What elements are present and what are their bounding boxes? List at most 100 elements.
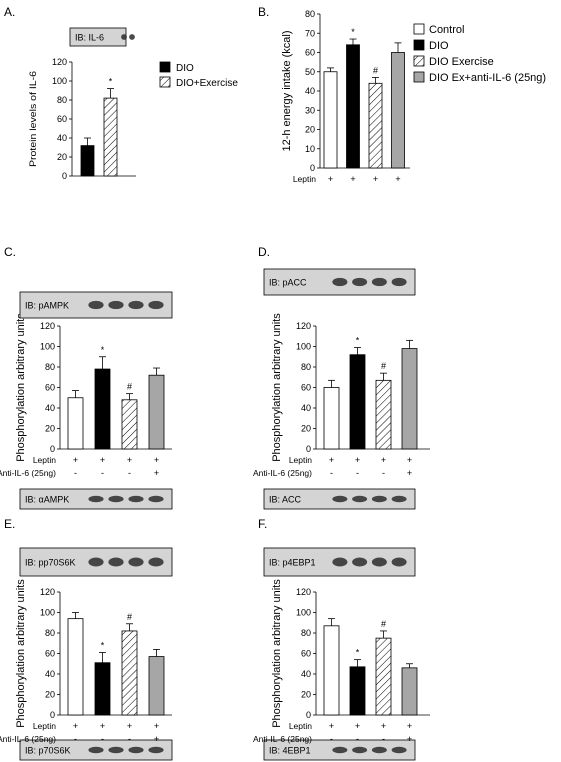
treatment-mark: - [128,468,131,478]
y-tick-label: 60 [45,383,55,393]
y-axis-label: Phosphorylation arbitrary units [15,579,27,728]
y-tick-label: 120 [40,587,55,597]
bar [121,630,138,716]
y-tick-label: 0 [306,710,311,720]
y-axis-label: 12-h energy intake (kcal) [281,30,293,151]
significance-mark: # [381,361,386,371]
bar [94,368,111,450]
panel-d: D. 0 20 40 60 80 100 120 Phosphorylation arbitra… [253,245,430,510]
y-tick-label: 20 [45,690,55,700]
y-tick-label: 30 [305,105,315,115]
bar [346,44,360,169]
bar [121,399,138,450]
y-axis-label: Phosphorylation arbitrary units [15,313,27,462]
y-tick-label: 120 [52,57,67,67]
significance-mark: * [109,77,113,87]
significance-mark: * [101,640,105,650]
bar [148,656,165,716]
treatment-mark: + [328,174,333,184]
legend-swatch [413,23,425,35]
blot-bottom-band [371,495,387,503]
y-tick-label: 50 [305,67,315,77]
treatment-mark: - [74,734,77,744]
blot-bottom-band [391,746,407,754]
treatment-mark: + [100,455,105,465]
panel-label: A. [4,5,15,19]
panel-e: E. 0 20 40 60 80 100 120 Phosphorylation arbitra… [0,517,173,761]
blot-bottom-band [352,495,368,503]
y-tick-label: 60 [57,114,67,124]
bar [148,374,165,450]
y-axis-label: Phosphorylation arbitrary units [271,579,283,728]
blot-top-label: IB: pAMPK [25,301,69,311]
blot-bottom-band [128,495,144,503]
blot-bottom-band [148,746,164,754]
blot-bottom-band [391,495,407,503]
treatment-label: Anti-IL-6 (25ng) [253,734,312,744]
blot-top-band [332,277,348,287]
blot-bottom-band [88,746,104,754]
treatment-mark: + [154,721,159,731]
legend-swatch [159,61,171,73]
blot-top-band [148,300,164,310]
blot-top-band [128,557,144,567]
blot-top-band [371,557,387,567]
y-tick-label: 0 [310,163,315,173]
treatment-label: Anti-IL-6 (25ng) [0,468,56,478]
treatment-mark: - [382,734,385,744]
significance-mark: * [356,648,360,658]
y-axis-label-group: 12-h energy intake (kcal) [281,30,293,151]
treatment-mark: + [373,174,378,184]
treatment-label: Leptin [33,455,56,465]
y-tick-label: 80 [57,95,67,105]
treatment-mark: + [407,455,412,465]
blot-top-band [148,557,164,567]
treatment-mark: + [154,455,159,465]
treatment-mark: + [127,721,132,731]
y-tick-label: 0 [50,444,55,454]
treatment-mark: - [356,468,359,478]
bar [94,662,111,716]
y-tick-label: 40 [301,669,311,679]
blot-top-band [88,557,104,567]
bar [67,397,84,450]
blot-bottom-band [332,746,348,754]
panel-f: F. 0 20 40 60 80 100 120 Phosphorylation arbitra… [253,517,430,761]
y-tick-label: 20 [305,125,315,135]
y-axis-label: Protein levels of IL-6 [28,71,38,167]
blot-top-label: IB: pp70S6K [25,558,76,568]
y-axis-label: Phosphorylation arbitrary units [271,313,283,462]
y-tick-label: 0 [306,444,311,454]
bar [391,52,405,169]
blot-top-band [108,300,124,310]
treatment-mark: - [101,468,104,478]
blot-top-band [332,557,348,567]
significance-mark: # [127,612,132,622]
legend-label: DIO [429,40,449,52]
significance-mark: * [356,336,360,346]
bar [368,82,383,169]
y-tick-label: 40 [57,133,67,143]
y-tick-label: 20 [57,152,67,162]
blot-bottom-band [108,495,124,503]
bar [401,348,418,450]
bar [349,666,366,716]
treatment-mark: + [355,455,360,465]
significance-mark: # [127,382,132,392]
y-tick-label: 0 [62,171,67,181]
panel-c: C. 0 20 40 60 80 100 120 Phosphorylation arbitra… [0,245,173,510]
treatment-mark: + [395,174,400,184]
bar [349,354,366,450]
blot-top-label: IB: p4EBP1 [269,558,316,568]
treatment-mark: - [382,468,385,478]
legend-swatch [413,71,425,83]
treatment-mark: + [381,455,386,465]
legend-swatch [413,39,425,51]
legend-label: DIO Ex+anti-IL-6 (25ng) [429,72,546,84]
y-axis-label-group: Phosphorylation arbitrary units [271,313,283,462]
treatment-mark: - [356,734,359,744]
y-tick-label: 40 [305,86,315,96]
y-tick-label: 20 [301,690,311,700]
treatment-mark: + [100,721,105,731]
legend-label: DIO+Exercise [176,78,238,89]
